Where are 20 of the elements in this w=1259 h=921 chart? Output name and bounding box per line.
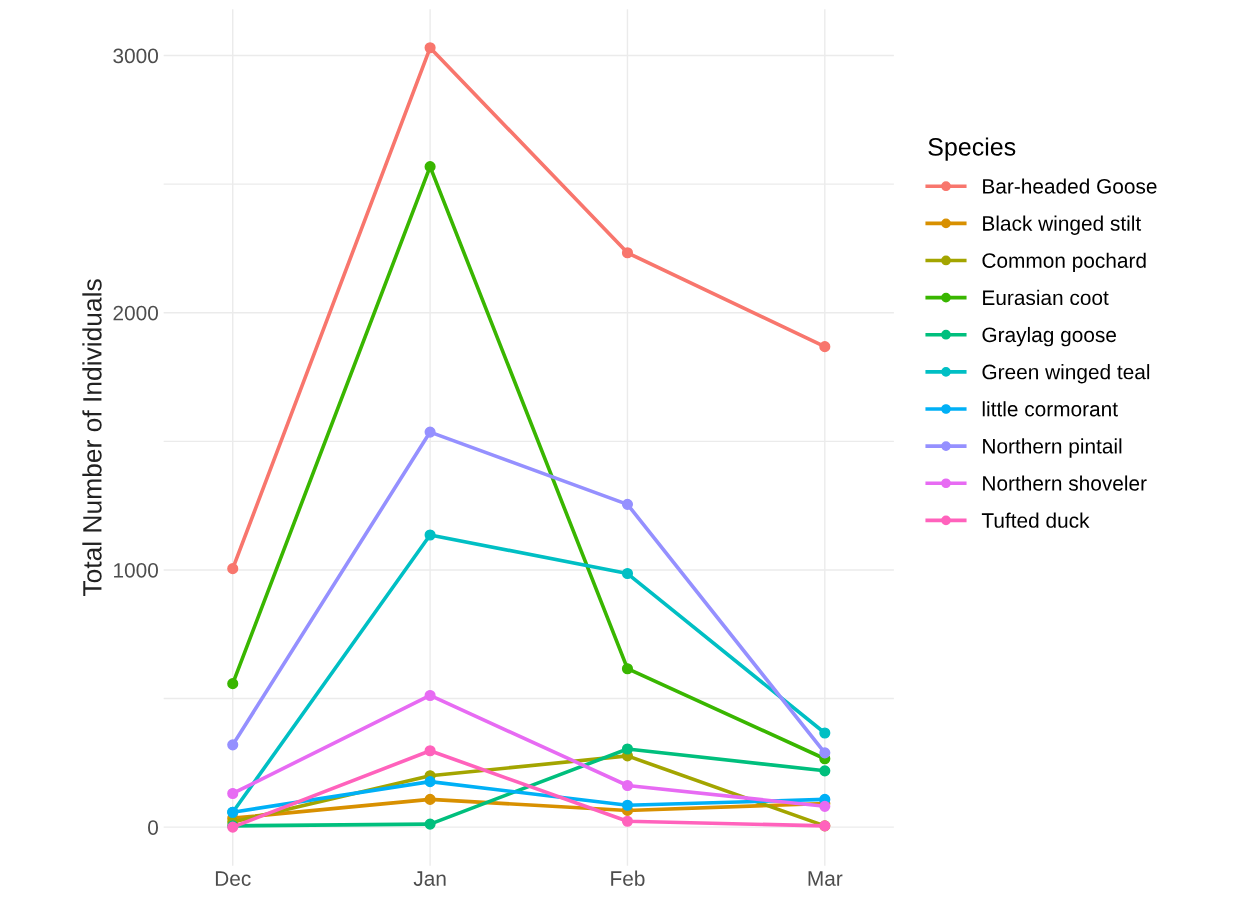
legend-label: Green winged teal xyxy=(982,364,1150,384)
y-tick-label: 0 xyxy=(148,820,158,835)
legend-label: little cormorant xyxy=(982,401,1118,417)
legend-label: Northern pintail xyxy=(983,438,1122,458)
y-axis-title: Total Number of Individuals xyxy=(82,279,102,597)
y-tick-label: 3000 xyxy=(113,48,158,64)
legend-label: Graylag goose xyxy=(982,326,1116,347)
legend-title: Species xyxy=(928,137,1016,161)
legend-label: Northern shoveler xyxy=(983,475,1147,491)
x-tick-label: Dec xyxy=(215,871,251,886)
legend-label: Black winged stilt xyxy=(983,215,1142,235)
x-tick-label: Mar xyxy=(808,871,843,886)
x-tick-label: Jan xyxy=(413,871,446,886)
y-tick-label: 1000 xyxy=(114,562,158,578)
legend-label: Common pochard xyxy=(982,252,1146,273)
legend-label: Tufted duck xyxy=(981,512,1090,528)
x-tick-label: Feb xyxy=(611,870,645,886)
legend-label: Eurasian coot xyxy=(983,289,1109,306)
legend-label: Bar-headed Goose xyxy=(983,178,1157,194)
y-tick-label: 2000 xyxy=(113,305,158,321)
